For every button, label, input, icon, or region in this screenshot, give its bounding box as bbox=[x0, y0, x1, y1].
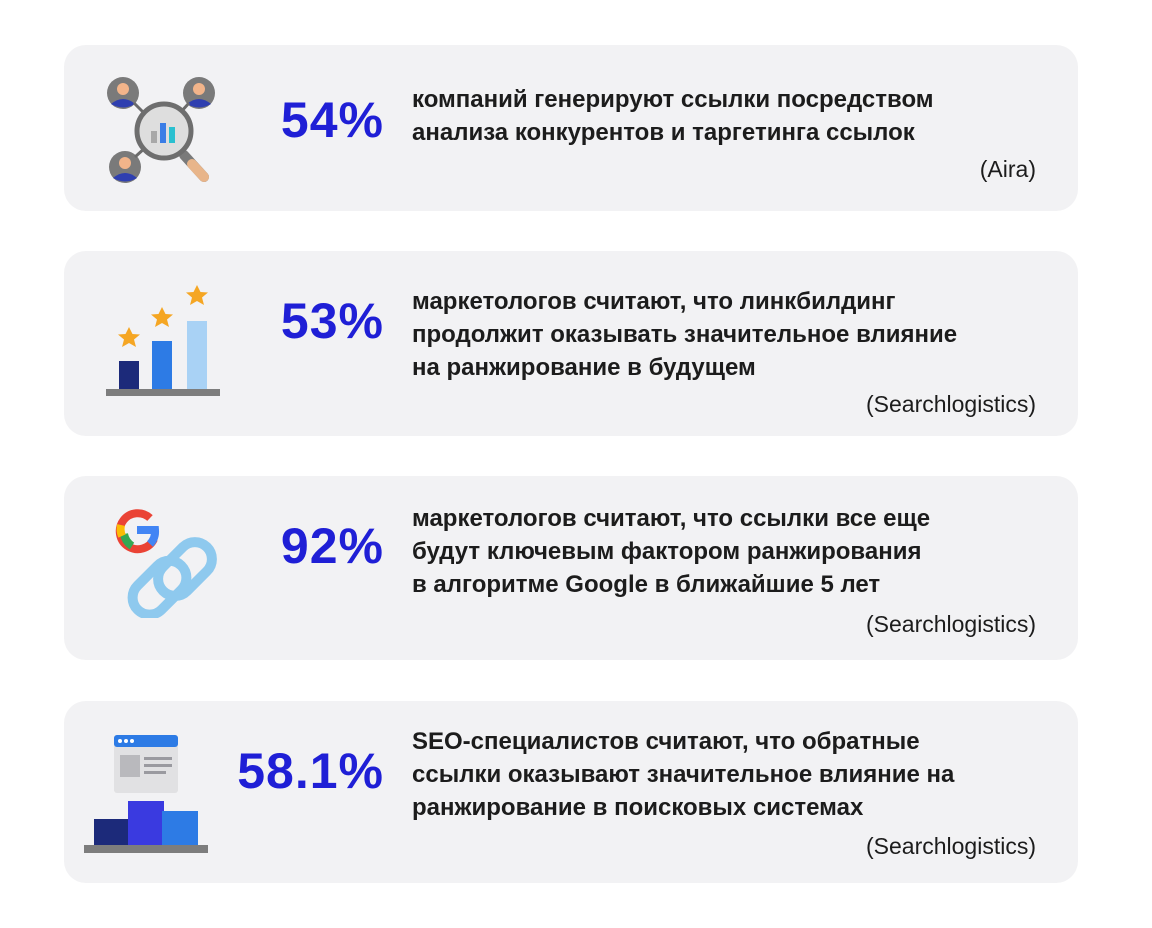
description-line: ранжирование в поисковых системах bbox=[412, 794, 864, 821]
description-line: продолжит оказывать значительное влияние bbox=[412, 321, 958, 348]
description-line: маркетологов считают, что ссылки все еще bbox=[412, 505, 931, 532]
stat-card-backlinks-influence: 58.1% SEO-специалистов считают, что обра… bbox=[64, 701, 1078, 883]
stat-card-competitor-analysis: 54% компаний генерируют ссылки посредств… bbox=[64, 45, 1078, 211]
stat-value: 58.1% bbox=[237, 743, 384, 799]
google-link-icon bbox=[115, 509, 217, 618]
description-line: в алгоритме Google в ближайшие 5 лет bbox=[412, 571, 881, 598]
stat-description: маркетологов считают, что линкбилдинг пр… bbox=[412, 285, 1052, 384]
source-label: (Aira) bbox=[979, 156, 1036, 182]
stat-description: компаний генерируют ссылки посредством а… bbox=[412, 83, 1052, 149]
description-line: ссылки оказывают значительное влияние на bbox=[412, 761, 955, 788]
stat-description: SEO-специалистов считают, что обратные с… bbox=[412, 725, 1052, 824]
competitor-analysis-icon bbox=[107, 77, 215, 183]
stat-value: 92% bbox=[280, 518, 384, 574]
description-line: SEO-специалистов считают, что обратные bbox=[412, 728, 920, 755]
description-line: анализа конкурентов и таргетинга ссылок bbox=[412, 119, 915, 146]
source-label: (Searchlogistics) bbox=[866, 611, 1036, 637]
stat-description: маркетологов считают, что ссылки все еще… bbox=[412, 502, 1052, 601]
stat-card-link-building-future: 53% маркетологов считают, что линкбилдин… bbox=[64, 251, 1078, 436]
stat-card-links-ranking-factor: 92% маркетологов считают, что ссылки все… bbox=[64, 476, 1078, 660]
description-line: маркетологов считают, что линкбилдинг bbox=[412, 288, 896, 315]
browser-chart-icon bbox=[84, 735, 208, 853]
source-label: (Searchlogistics) bbox=[866, 391, 1036, 417]
stat-value: 54% bbox=[280, 92, 384, 148]
stat-value: 53% bbox=[280, 293, 384, 349]
rating-growth-icon bbox=[106, 285, 220, 396]
description-line: будут ключевым фактором ранжирования bbox=[412, 538, 922, 565]
source-label: (Searchlogistics) bbox=[866, 833, 1036, 859]
description-line: компаний генерируют ссылки посредством bbox=[412, 86, 934, 113]
description-line: на ранжирование в будущем bbox=[412, 354, 756, 381]
